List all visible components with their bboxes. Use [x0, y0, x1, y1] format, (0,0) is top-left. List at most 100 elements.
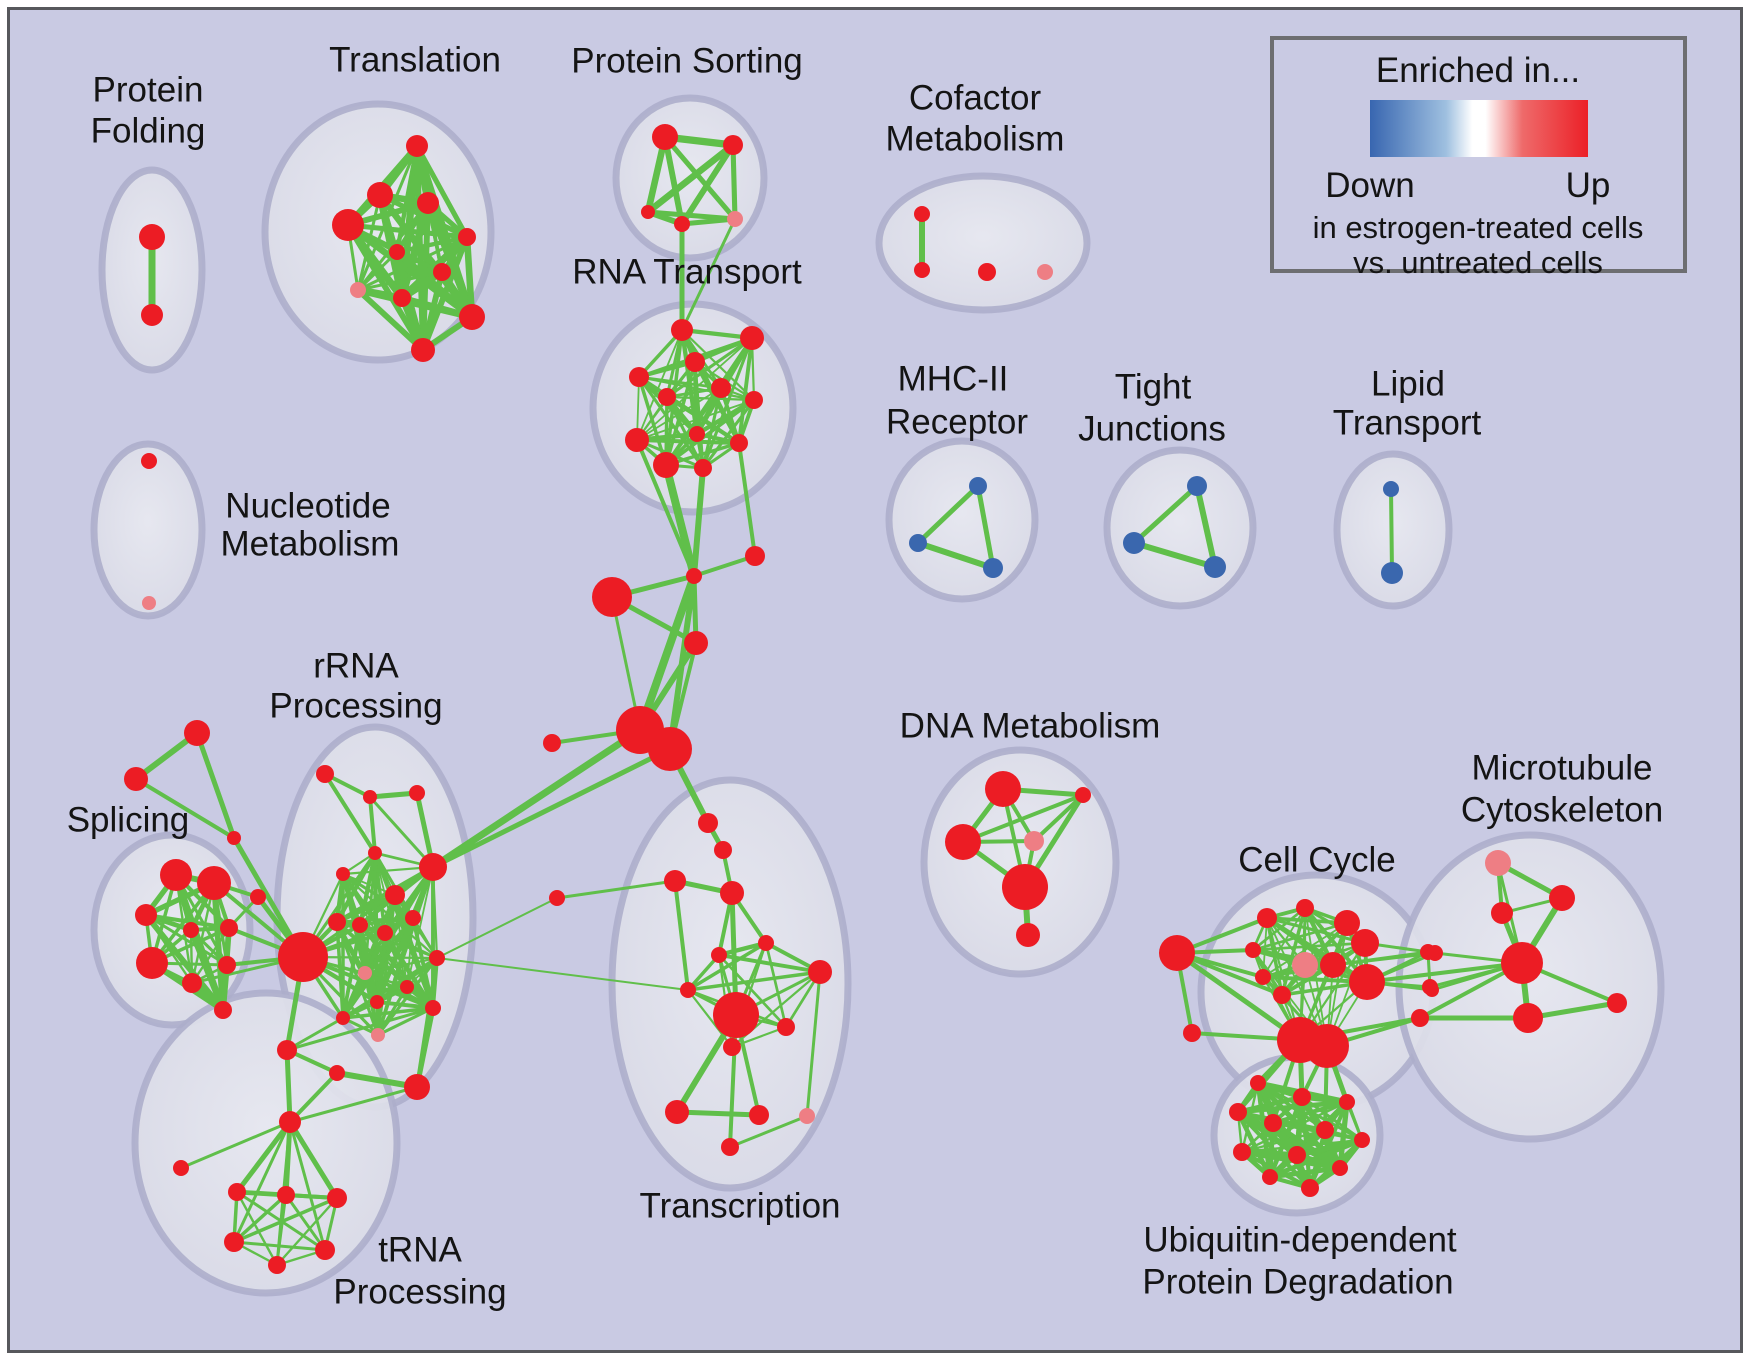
edge-cell_cycle [1174, 950, 1303, 1043]
gene-set-node-rna_transport-3 [629, 367, 649, 387]
gene-set-node-translation-7 [350, 282, 366, 298]
gene-set-node-splicing-4 [220, 919, 238, 937]
edge-rna_transport [665, 336, 754, 399]
edge-trna_processing [284, 1193, 327, 1252]
gene-set-node-translation-3 [332, 209, 364, 241]
color-scale-legend: Enriched in... Down Up in estrogen-treat… [1270, 36, 1687, 280]
edge-lipid_transport [1389, 487, 1394, 575]
gene-set-node-ubiquitin_degradation-0 [1250, 1075, 1266, 1091]
edge-cell_cycle [1251, 906, 1307, 952]
gene-set-node-tight_junctions-2 [1204, 556, 1226, 578]
cluster-label-protein_folding-line1: Folding [91, 111, 206, 150]
gene-set-node-rrna_processing-10 [377, 925, 393, 941]
gene-set-node-translation-10 [411, 338, 435, 362]
edge-rna_transport [636, 399, 755, 441]
gene-set-node-dna_metabolism-3 [1024, 831, 1044, 851]
edge-transcription [717, 953, 788, 1029]
cluster-label-protein_folding-line0: Protein [93, 70, 204, 109]
edge-rrna_processing [393, 893, 435, 1010]
gene-set-node-transcription-6 [723, 1038, 741, 1056]
edge-ubiquitin_degradation [1270, 1099, 1350, 1126]
gene-set-node-protein_folding-1 [141, 304, 163, 326]
edge-rrna_processing [341, 971, 367, 1020]
gene-set-node-trna_processing-3 [277, 1186, 295, 1204]
gene-set-node-connector-2 [592, 577, 632, 617]
gene-set-node-splicing-3 [183, 922, 199, 938]
cluster-label-translation-line0: Translation [329, 40, 501, 79]
edge-inter [635, 438, 696, 578]
gene-set-node-microtubule_cytoskeleton-6 [1411, 1009, 1429, 1027]
edge-inter [691, 465, 706, 579]
gene-set-node-mhc_ii_receptor-1 [909, 534, 927, 552]
gene-set-node-cell_cycle-15 [1183, 1024, 1201, 1042]
gene-set-node-cofactor_metabolism-2 [978, 263, 996, 281]
edge-trna_processing [232, 1120, 292, 1244]
gene-set-node-trna_processing-0 [279, 1111, 301, 1133]
cluster-label-cofactor_metabolism-line0: Cofactor [909, 78, 1042, 117]
edge-rrna_processing [374, 915, 416, 1005]
edge-rrna_processing [334, 892, 398, 925]
cluster-label-splicing-line0: Splicing [67, 800, 190, 839]
gene-set-node-rna_transport-11 [694, 459, 712, 477]
gene-set-node-cell_cycle-5 [1245, 942, 1261, 958]
gene-set-node-transcription-3 [680, 982, 696, 998]
gene-set-node-connector-0 [686, 568, 702, 584]
gene-set-node-translation-5 [389, 244, 405, 260]
edge-dna_metabolism [961, 793, 1085, 844]
node-layer [124, 124, 1627, 1274]
edge-rna_transport [664, 386, 723, 467]
cluster-label-ubiquitin_degradation-line1: Protein Degradation [1142, 1262, 1453, 1301]
gene-set-node-translation-8 [393, 289, 411, 307]
edge-trna_processing [232, 1196, 339, 1244]
gene-set-node-trna_processing-7 [268, 1256, 286, 1274]
gene-set-node-splicing-7 [182, 973, 202, 993]
gene-set-node-connector-11 [549, 890, 565, 906]
edge-protein_sorting [730, 142, 738, 222]
edge-cell_cycle [1175, 951, 1284, 997]
edge-splicing [144, 913, 229, 967]
edge-rrna_processing [358, 916, 415, 927]
gene-set-node-ubiquitin_degradation-4 [1264, 1114, 1282, 1132]
gene-set-node-ubiquitin_degradation-10 [1262, 1169, 1278, 1185]
edge-inter [288, 1071, 339, 1124]
gene-set-node-cofactor_metabolism-0 [914, 206, 930, 222]
edge-rna_transport [701, 398, 756, 470]
gene-set-node-mhc_ii_receptor-0 [969, 477, 987, 495]
gene-set-node-transcription-9 [799, 1108, 815, 1124]
edge-trna_processing [288, 1120, 327, 1252]
edge-inter [430, 746, 673, 870]
gene-set-node-transcription-5 [777, 1018, 795, 1036]
gene-set-node-ubiquitin_degradation-11 [1301, 1179, 1319, 1197]
cluster-ellipse-nucleotide_metabolism [90, 440, 206, 620]
cluster-label-dna_metabolism-line0: DNA Metabolism [900, 706, 1161, 745]
legend-down-label: Down [1325, 166, 1414, 205]
gene-set-node-cell_cycle-4 [1351, 929, 1379, 957]
gene-set-node-rrna_processing-16 [425, 1000, 441, 1016]
cluster-label-rrna_processing-line1: Processing [269, 686, 442, 725]
cluster-label-nucleotide_metabolism-line1: Metabolism [221, 524, 400, 563]
gene-set-node-rrna_processing-14 [400, 980, 414, 994]
gene-set-node-cell_cycle-9 [1349, 964, 1385, 1000]
gene-set-node-transcription-0 [711, 947, 727, 963]
gene-set-node-rrna_processing-19 [277, 1040, 297, 1060]
legend-caption-line2: vs. untreated cells [1353, 245, 1603, 280]
edge-tight_junctions [1131, 483, 1200, 546]
edge-transcription [716, 940, 769, 958]
edge-rna_transport [637, 375, 705, 470]
gene-set-node-rrna_processing-8 [328, 913, 346, 931]
cluster-label-trna_processing-line1: Processing [333, 1272, 506, 1311]
gene-set-node-ubiquitin_degradation-6 [1354, 1132, 1370, 1148]
gene-set-node-rrna_processing-12 [358, 966, 372, 980]
edge-cell_cycle [1265, 916, 1369, 984]
gene-set-node-ubiquitin_degradation-1 [1293, 1088, 1311, 1106]
gene-set-node-microtubule_cytoskeleton-4 [1427, 945, 1443, 961]
gene-set-node-connector-6 [543, 734, 561, 752]
gene-set-node-microtubule_cytoskeleton-2 [1491, 902, 1513, 924]
gene-set-node-transcription-10 [721, 1138, 739, 1156]
gene-set-node-tight_junctions-0 [1187, 476, 1207, 496]
edge-translation [345, 222, 426, 353]
gene-set-node-lipid_transport-1 [1381, 562, 1403, 584]
gene-set-node-splicing-8 [214, 1001, 232, 1019]
